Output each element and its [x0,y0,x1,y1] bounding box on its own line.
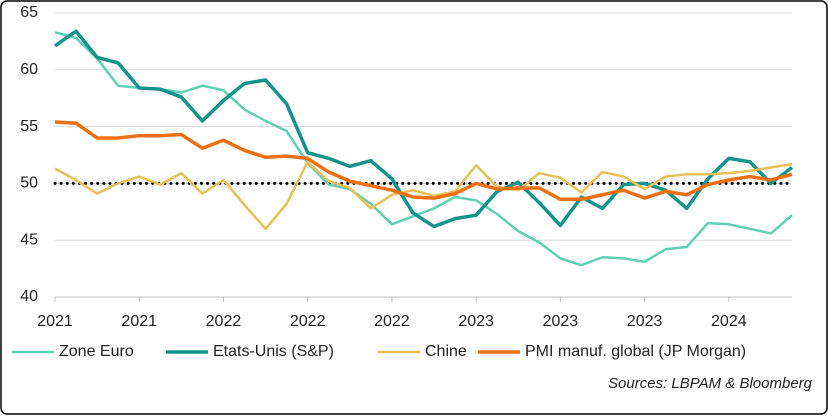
legend-label: PMI manuf. global (JP Morgan) [525,343,746,360]
y-tick-label: 50 [20,175,38,192]
x-tick-label: 2022 [374,313,410,330]
legend-label: Chine [425,343,467,360]
y-tick-label: 40 [20,288,38,305]
x-tick-label: 2021 [37,313,73,330]
y-tick-label: 55 [20,118,38,135]
legend-label: Etats-Unis (S&P) [213,343,334,360]
x-tick-label: 2021 [121,313,157,330]
x-tick-label: 2023 [543,313,579,330]
x-tick-label: 2024 [711,313,747,330]
x-tick-label: 2022 [206,313,242,330]
x-tick-label: 2022 [290,313,326,330]
source: Sources: LBPAM & Bloomberg [608,375,813,392]
y-tick-label: 60 [20,61,38,78]
x-tick-label: 2023 [458,313,494,330]
series-line [54,31,793,267]
legend-label: Zone Euro [59,343,134,360]
y-tick-label: 65 [20,4,38,21]
x-tick-label: 2023 [627,313,663,330]
series-line [54,120,793,202]
y-tick-label: 45 [20,231,38,248]
series-line [54,160,793,231]
